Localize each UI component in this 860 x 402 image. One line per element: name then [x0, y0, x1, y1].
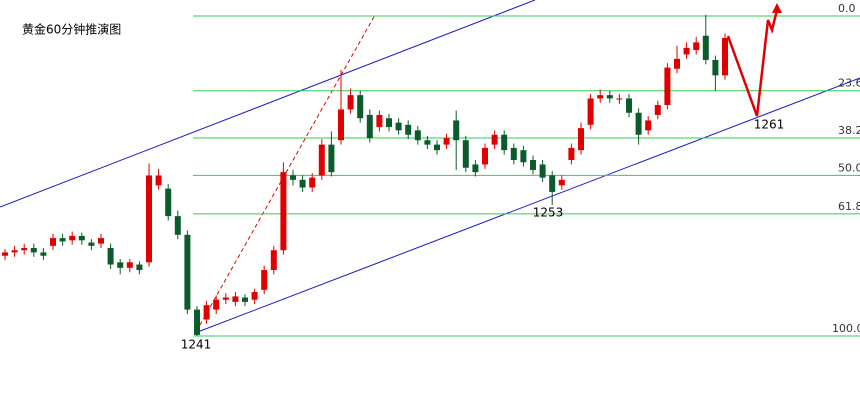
candle-body — [69, 235, 76, 241]
candle-body — [376, 114, 383, 128]
candle-body — [242, 297, 248, 302]
candle-body — [434, 144, 440, 151]
price-label: 1253 — [533, 205, 564, 219]
price-label: 1261 — [754, 117, 785, 131]
candle-body — [2, 252, 8, 256]
candle-body — [683, 47, 690, 55]
trend-dashed — [199, 14, 376, 326]
candle-body — [674, 58, 680, 69]
candle-body — [261, 270, 268, 290]
candle-body — [453, 120, 460, 141]
candle-body — [482, 147, 488, 165]
candle-body — [98, 238, 104, 244]
fib-label: 38.2 — [838, 124, 860, 137]
candle-body — [59, 238, 66, 242]
fib-label: 0.0 — [838, 2, 856, 15]
candle-body — [558, 179, 565, 186]
candle-body — [78, 235, 85, 241]
candle-body — [165, 188, 172, 217]
candle-body — [664, 67, 671, 106]
candle-body — [290, 175, 296, 180]
candle-body — [126, 262, 133, 268]
candle-body — [318, 144, 325, 176]
candle-body — [712, 59, 719, 76]
candle-body — [443, 138, 450, 145]
candle-body — [299, 179, 306, 188]
candle-body — [347, 95, 354, 110]
candle-body — [155, 175, 162, 186]
candle-body — [405, 124, 412, 135]
candle-body — [328, 144, 335, 173]
candle-body — [568, 147, 575, 161]
candle-body — [30, 248, 37, 253]
candle-body — [11, 250, 18, 253]
candle-body — [606, 95, 613, 99]
candle-body — [146, 175, 152, 263]
candle-body — [501, 134, 508, 151]
candle-body — [251, 292, 258, 300]
candle-body — [722, 37, 728, 76]
candle-body — [654, 105, 661, 115]
candle-body — [462, 140, 469, 168]
fib-label: 50.0 — [838, 161, 860, 174]
arrow-head — [772, 3, 782, 13]
candle-body — [702, 35, 709, 60]
candle-body — [414, 130, 421, 141]
candle-body — [366, 114, 373, 139]
candle-body — [88, 242, 95, 246]
candle-body — [117, 262, 124, 268]
channel-lower — [194, 77, 860, 334]
candle-body — [203, 305, 210, 320]
candle-body — [597, 95, 604, 99]
channel-upper — [0, 0, 536, 208]
candle-body — [635, 112, 642, 135]
candle-body — [616, 98, 623, 100]
fib-label: 100.0 — [832, 322, 860, 335]
candle-body — [693, 42, 700, 51]
annotations: 1241 1253 1261 — [181, 117, 785, 351]
candle-body — [194, 309, 200, 335]
candle-body — [626, 98, 632, 113]
candle-body — [270, 250, 277, 271]
fib-group: 0.0 23.6 38.2 50.0 61.8 100.0 — [193, 2, 860, 337]
fib-label: 23.6 — [838, 77, 860, 90]
candles — [2, 14, 728, 337]
candle-body — [587, 98, 594, 125]
price-label: 1241 — [181, 337, 212, 351]
candle-body — [40, 252, 47, 256]
candle-body — [510, 147, 517, 161]
projection-arrow — [726, 9, 779, 117]
candle-body — [549, 175, 556, 192]
candle-body — [386, 118, 392, 128]
candle-body — [184, 234, 191, 310]
candle-body — [491, 134, 498, 145]
candle-body — [338, 109, 344, 141]
candle-body — [232, 296, 239, 302]
candle-body — [136, 264, 143, 271]
candle-body — [472, 164, 479, 173]
candle-body — [280, 172, 287, 251]
candle-body — [107, 248, 114, 265]
candle-body — [174, 216, 181, 235]
candle-body — [50, 238, 56, 246]
candle-body — [309, 177, 316, 188]
candle-body — [213, 299, 220, 310]
candle-body — [520, 150, 527, 163]
candle-body — [21, 248, 28, 251]
candle-body — [357, 95, 364, 119]
fib-label: 61.8 — [838, 200, 860, 213]
chart-title: 黄金60分钟推演图 — [22, 22, 121, 37]
candle-body — [578, 128, 584, 151]
candle-body — [539, 164, 546, 178]
candle-body — [424, 140, 431, 145]
candle-body — [395, 122, 402, 131]
candle-body — [645, 120, 652, 131]
candle-body — [530, 160, 536, 170]
candle-body — [222, 297, 229, 300]
